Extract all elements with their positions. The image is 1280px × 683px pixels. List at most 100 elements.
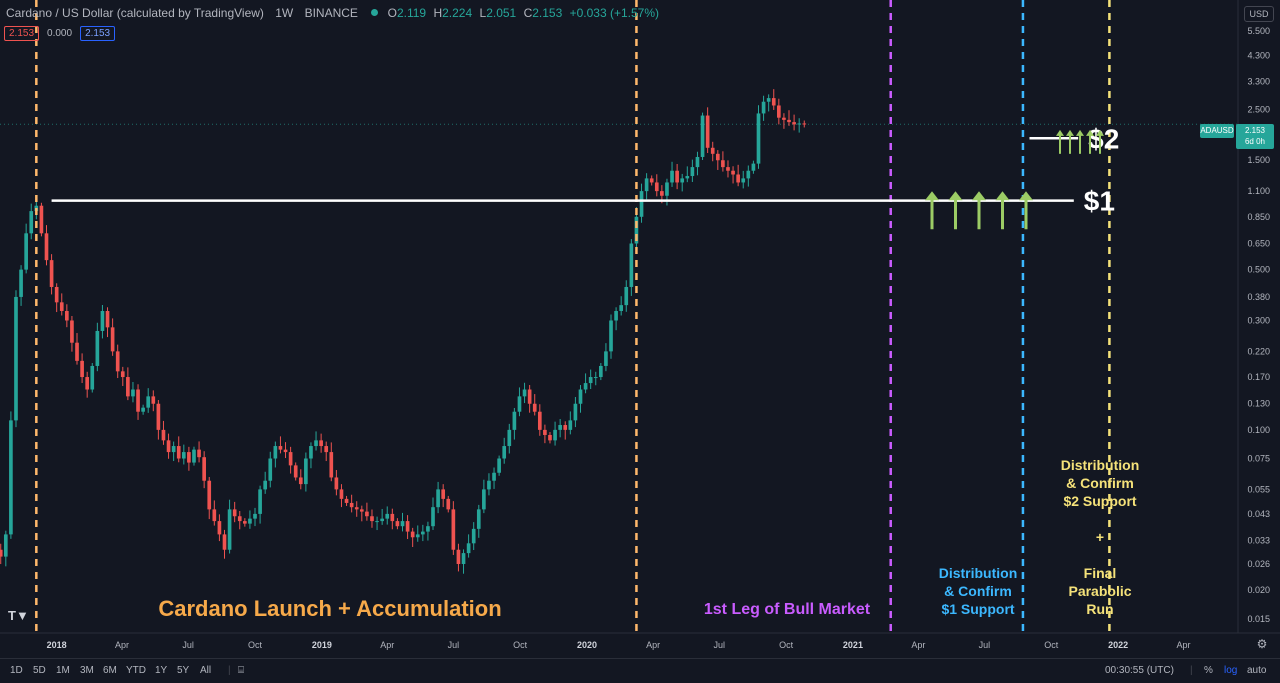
candle-body[interactable] bbox=[471, 528, 476, 544]
candle-body[interactable] bbox=[619, 305, 624, 311]
candle-body[interactable] bbox=[334, 477, 339, 490]
candle-body[interactable] bbox=[44, 233, 49, 261]
candle-body[interactable] bbox=[629, 243, 634, 287]
price-chart[interactable]: 0.015 0.020 0.026 0.033 0.043 0.055 0.075 0.100… bbox=[0, 0, 1280, 658]
candle-body[interactable] bbox=[9, 420, 13, 535]
candle-body[interactable] bbox=[207, 480, 212, 510]
range-5d[interactable]: 5D bbox=[33, 665, 46, 676]
candle-body[interactable] bbox=[736, 174, 740, 183]
tradingview-logo-icon[interactable]: T▼ bbox=[8, 608, 29, 623]
candle-body[interactable] bbox=[370, 516, 374, 522]
candle-body[interactable] bbox=[431, 507, 435, 527]
candle-body[interactable] bbox=[415, 534, 420, 538]
candle-body[interactable] bbox=[0, 549, 3, 557]
candle-body[interactable] bbox=[558, 425, 562, 430]
candle-body[interactable] bbox=[263, 480, 268, 490]
candle-body[interactable] bbox=[700, 115, 705, 157]
range-3m[interactable]: 3M bbox=[80, 665, 94, 676]
candle-body[interactable] bbox=[517, 396, 522, 412]
candle-body[interactable] bbox=[492, 472, 496, 481]
candle-body[interactable] bbox=[243, 521, 247, 524]
candle-body[interactable] bbox=[3, 534, 8, 557]
candle-body[interactable] bbox=[649, 178, 654, 183]
candle-body[interactable] bbox=[395, 521, 400, 527]
candle-body[interactable] bbox=[705, 115, 710, 148]
candle-body[interactable] bbox=[95, 330, 100, 366]
candle-body[interactable] bbox=[171, 446, 176, 453]
candle-body[interactable] bbox=[527, 389, 532, 404]
candle-body[interactable] bbox=[136, 389, 140, 412]
candle-body[interactable] bbox=[426, 526, 430, 532]
candle-body[interactable] bbox=[288, 452, 293, 466]
candle-body[interactable] bbox=[65, 310, 69, 321]
candle-body[interactable] bbox=[644, 178, 649, 192]
candle-body[interactable] bbox=[298, 477, 303, 485]
candle-body[interactable] bbox=[410, 531, 415, 538]
candle-body[interactable] bbox=[258, 489, 262, 514]
candle-body[interactable] bbox=[349, 502, 354, 508]
candle-body[interactable] bbox=[456, 549, 461, 564]
range-1d[interactable]: 1D bbox=[10, 665, 23, 676]
candle-body[interactable] bbox=[365, 511, 369, 517]
candle-body[interactable] bbox=[227, 509, 232, 550]
candle-body[interactable] bbox=[604, 351, 608, 366]
candle-body[interactable] bbox=[710, 147, 715, 154]
candle-body[interactable] bbox=[151, 396, 156, 404]
candle-body[interactable] bbox=[217, 521, 222, 535]
candle-body[interactable] bbox=[446, 498, 451, 510]
candle-body[interactable] bbox=[380, 518, 384, 522]
candle-body[interactable] bbox=[548, 434, 552, 441]
candle-body[interactable] bbox=[665, 182, 669, 196]
candle-body[interactable] bbox=[792, 122, 796, 125]
range-1y[interactable]: 1Y bbox=[155, 665, 168, 676]
candle-body[interactable] bbox=[421, 531, 425, 535]
percent-scale-toggle[interactable]: % bbox=[1204, 665, 1213, 676]
candle-body[interactable] bbox=[482, 489, 486, 510]
candle-body[interactable] bbox=[726, 167, 730, 171]
candle-body[interactable] bbox=[115, 351, 120, 372]
candle-body[interactable] bbox=[232, 509, 237, 517]
candle-body[interactable] bbox=[59, 302, 64, 311]
candle-body[interactable] bbox=[141, 407, 145, 412]
candle-body[interactable] bbox=[512, 411, 517, 430]
candle-body[interactable] bbox=[797, 123, 802, 125]
candle-body[interactable] bbox=[476, 509, 481, 529]
candle-body[interactable] bbox=[502, 446, 507, 459]
candle-body[interactable] bbox=[390, 513, 395, 522]
interval-label[interactable]: 1W bbox=[275, 6, 294, 20]
candle-body[interactable] bbox=[197, 449, 201, 458]
candle-body[interactable] bbox=[14, 296, 18, 421]
candle-body[interactable] bbox=[583, 383, 588, 390]
candle-body[interactable] bbox=[405, 521, 410, 532]
candle-body[interactable] bbox=[100, 310, 105, 331]
candle-body[interactable] bbox=[248, 518, 252, 524]
candle-body[interactable] bbox=[553, 429, 557, 441]
candle-body[interactable] bbox=[237, 516, 242, 522]
candle-body[interactable] bbox=[278, 446, 283, 450]
candle-body[interactable] bbox=[283, 449, 288, 453]
candle-body[interactable] bbox=[329, 452, 334, 478]
candle-body[interactable] bbox=[156, 403, 161, 430]
range-1m[interactable]: 1M bbox=[56, 665, 70, 676]
range-all[interactable]: All bbox=[200, 665, 212, 676]
candle-body[interactable] bbox=[751, 163, 756, 171]
candle-body[interactable] bbox=[161, 429, 166, 441]
candle-body[interactable] bbox=[537, 411, 542, 430]
candle-body[interactable] bbox=[29, 211, 34, 234]
candle-body[interactable] bbox=[202, 457, 206, 481]
candle-body[interactable] bbox=[110, 327, 115, 352]
candle-body[interactable] bbox=[563, 425, 568, 430]
candle-body[interactable] bbox=[497, 458, 501, 473]
indicator-values[interactable]: 2.153 0.000 2.153 bbox=[4, 26, 119, 41]
candle-body[interactable] bbox=[573, 403, 578, 421]
candle-body[interactable] bbox=[304, 458, 308, 485]
candle-body[interactable] bbox=[314, 440, 318, 447]
candle-body[interactable] bbox=[578, 389, 583, 404]
candle-body[interactable] bbox=[634, 216, 639, 244]
candle-body[interactable] bbox=[487, 480, 491, 490]
candle-body[interactable] bbox=[715, 153, 720, 161]
candle-body[interactable] bbox=[222, 534, 227, 550]
candle-body[interactable] bbox=[181, 452, 186, 459]
range-ytd[interactable]: YTD bbox=[126, 665, 146, 676]
range-6m[interactable]: 6M bbox=[103, 665, 117, 676]
